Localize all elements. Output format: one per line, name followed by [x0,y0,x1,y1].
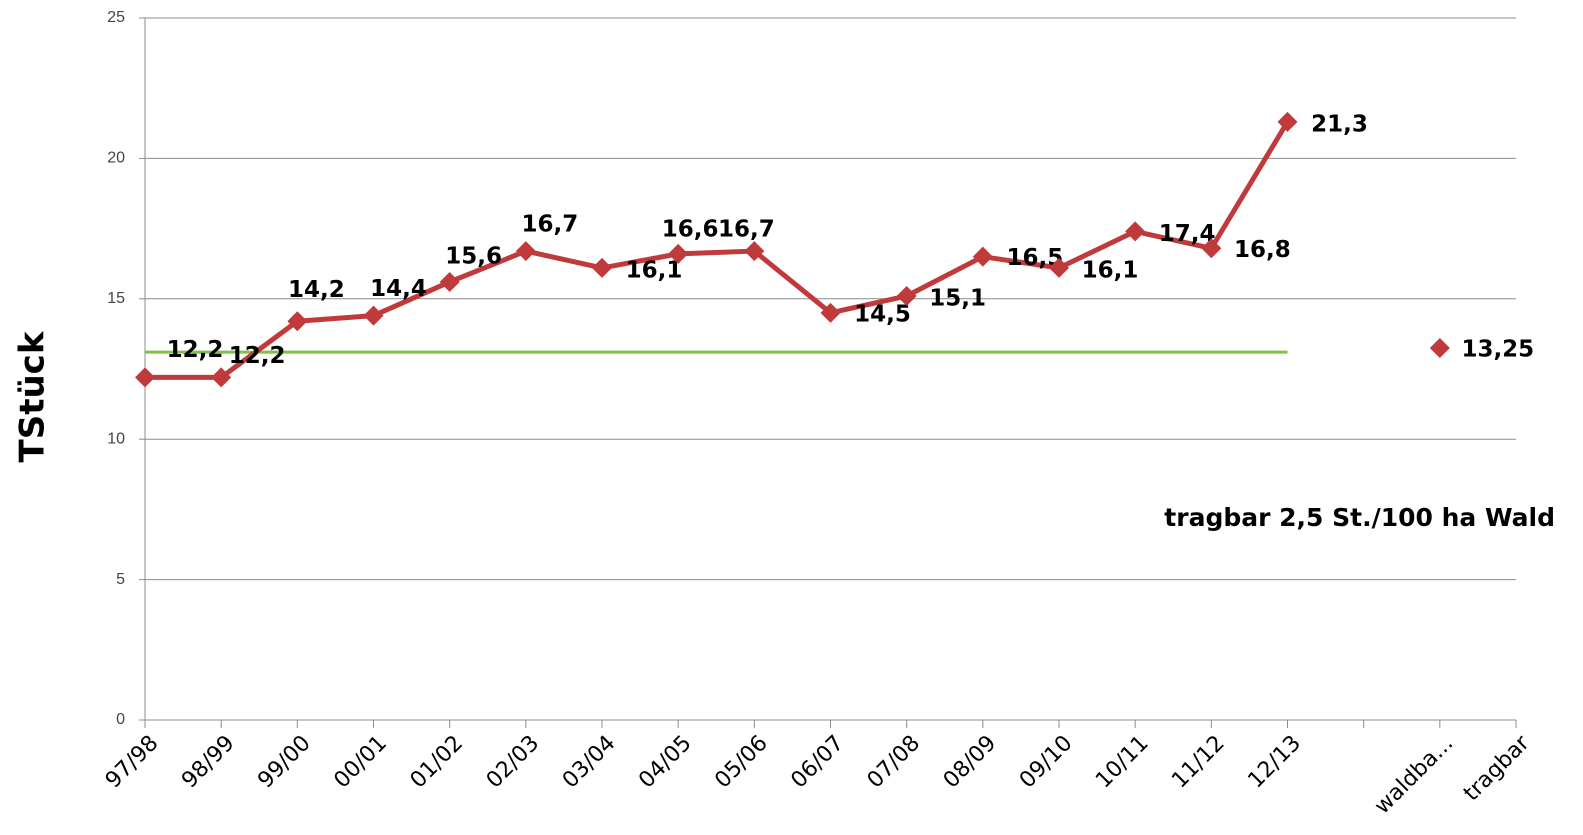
marker [287,311,308,332]
marker [515,241,536,262]
y-tick-label: 10 [107,430,125,447]
y-tick-label: 5 [116,571,125,588]
y-tick-label: 25 [107,9,125,26]
x-tick-label: 00/01 [329,731,392,794]
marker [1277,111,1298,132]
x-tick-label: 03/04 [558,731,621,794]
y-tick-label: 15 [107,290,125,307]
marker [1201,238,1222,259]
marker [1125,221,1146,242]
x-tick-label: tragbar [1459,730,1535,806]
data-label: 12,2 [167,337,224,363]
marker [363,305,384,326]
x-tick-label: 11/12 [1167,731,1230,794]
x-tick-label: 05/06 [710,731,773,794]
x-tick-label: 12/13 [1243,731,1306,794]
data-label: 16,8 [1234,237,1291,263]
marker [1429,337,1450,358]
x-tick-label: 08/09 [939,731,1002,794]
data-label: 14,2 [288,277,345,303]
marker [135,367,155,388]
data-label: 14,5 [854,301,911,327]
data-label: 21,3 [1311,111,1368,137]
x-tick-label: 10/11 [1091,731,1154,794]
data-label: 12,2 [229,343,286,369]
data-label: 16,1 [626,257,683,283]
data-label: 15,6 [445,243,502,269]
marker [668,243,689,264]
marker [1049,257,1069,278]
marker [211,367,232,388]
x-tick-label: 98/99 [177,731,240,794]
marker [820,302,841,323]
y-axis-title: TStück [13,330,53,462]
y-tick-label: 0 [116,711,125,728]
annotation: tragbar 2,5 St./100 ha Wald [1164,503,1555,532]
x-tick-label: 99/00 [253,731,316,794]
marker [896,285,917,306]
x-tick-label: 09/10 [1015,731,1078,794]
data-label: 14,4 [370,276,427,302]
marker [439,271,460,292]
marker [744,241,765,262]
marker [592,257,612,278]
x-tick-label: 02/03 [482,731,545,794]
x-tick-label: 97/98 [101,731,164,794]
x-tick-label: waldba... [1370,731,1458,819]
data-label: 15,1 [929,285,986,311]
data-label: 13,25 [1461,336,1534,362]
x-tick-label: 01/02 [406,731,469,794]
data-label: 16,1 [1082,257,1139,283]
x-tick-label: 06/07 [786,731,849,794]
data-label: 16,6 [662,216,719,242]
data-label: 16,7 [718,217,775,243]
y-tick-label: 20 [107,150,125,167]
data-label: 17,4 [1159,221,1216,247]
marker [972,246,993,267]
x-tick-label: 07/08 [863,731,926,794]
data-label: 16,7 [521,212,578,238]
x-tick-label: 04/05 [634,731,697,794]
